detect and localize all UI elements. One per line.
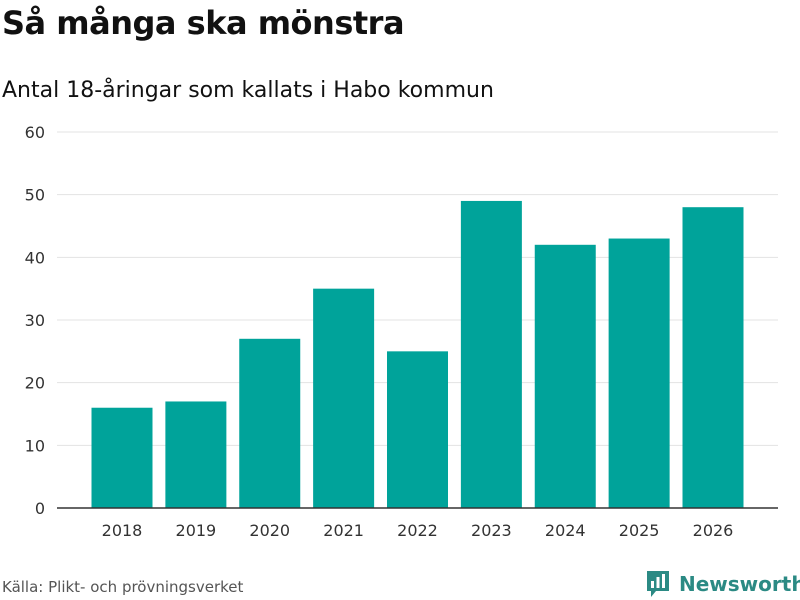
x-tick-label: 2019: [176, 521, 217, 540]
bars: [91, 200, 744, 509]
y-axis-ticks: 0 10 20 30 40 50 60: [25, 123, 45, 518]
x-tick-label: 2026: [693, 521, 734, 540]
bar-2018: [91, 407, 153, 508]
newsworthy-logo: Newsworthy: [645, 569, 800, 599]
bar-2020: [239, 338, 301, 508]
bar-2026: [682, 207, 744, 508]
y-tick-label: 50: [25, 186, 45, 205]
bar-2023: [460, 200, 522, 508]
x-tick-label: 2022: [397, 521, 438, 540]
x-tick-label: 2023: [471, 521, 512, 540]
x-tick-label: 2018: [102, 521, 143, 540]
y-tick-label: 30: [25, 311, 45, 330]
y-tick-label: 60: [25, 123, 45, 142]
chart-title: Så många ska mönstra: [2, 4, 405, 42]
x-tick-label: 2021: [323, 521, 364, 540]
bar-2025: [608, 238, 670, 509]
x-axis-ticks: 2018 2019 2020 2021 2022 2023 2024 2025 2026: [102, 521, 734, 540]
bar-2021: [313, 288, 375, 508]
bar-2024: [534, 244, 596, 509]
x-tick-label: 2024: [545, 521, 586, 540]
bar-2019: [165, 401, 227, 508]
x-tick-label: 2020: [249, 521, 290, 540]
chart-subtitle: Antal 18-åringar som kallats i Habo komm…: [2, 78, 494, 103]
bar-2022: [387, 351, 448, 508]
newsworthy-logo-icon: [647, 571, 669, 597]
x-tick-label: 2025: [619, 521, 660, 540]
y-tick-label: 20: [25, 374, 45, 393]
y-tick-label: 0: [35, 499, 45, 518]
y-tick-label: 10: [25, 436, 45, 455]
source-note: Källa: Plikt- och prövningsverket: [2, 578, 244, 596]
y-tick-label: 40: [25, 248, 45, 267]
brand-name: Newsworthy: [679, 572, 800, 596]
